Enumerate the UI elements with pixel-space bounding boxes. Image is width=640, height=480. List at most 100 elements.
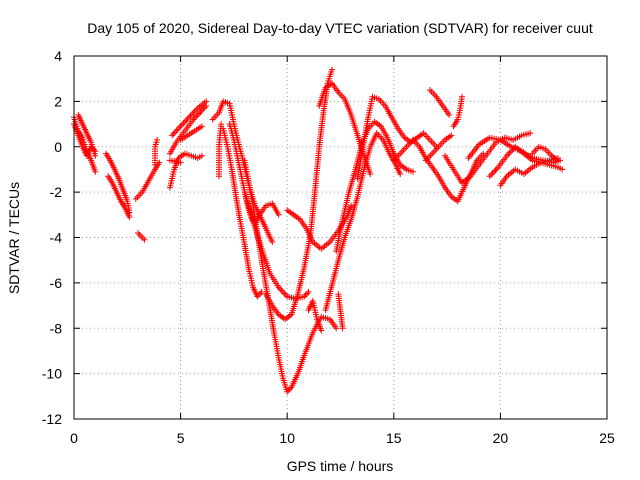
data-point [448,132,455,139]
data-point [281,290,288,297]
data-point [198,152,205,159]
track-segment [422,132,455,164]
data-point [154,136,161,143]
y-tick-label: -4 [50,230,63,246]
data-point [339,325,346,332]
track-segment [169,98,210,139]
data-point [169,132,176,139]
track-segment [442,130,534,186]
y-tick-label: 2 [54,93,62,109]
track-segment [335,291,346,332]
x-tick-label: 20 [493,430,509,446]
data-point [446,112,453,118]
data-point [527,130,534,137]
data-point [305,288,312,295]
data-point [333,325,340,332]
track-segment [497,159,566,189]
data-points [71,66,566,395]
data-point [492,167,499,174]
track-segment [166,157,184,166]
data-point [171,129,178,136]
data-point [92,168,99,175]
track-segment [166,102,210,157]
track-segment [135,230,148,243]
data-point [183,117,190,124]
track-segment [262,66,335,323]
data-point [198,123,205,130]
data-point [179,121,185,128]
y-tick-label: -12 [42,411,62,427]
data-point [258,288,265,295]
data-point [459,93,465,100]
x-tick-label: 25 [599,430,615,446]
x-tick-labels: 0 5 10 15 20 25 [70,430,615,446]
track-segment [75,112,99,159]
y-tick-label: -10 [42,366,62,382]
data-point [489,170,496,177]
track-segment [529,143,561,164]
chart-title: Day 105 of 2020, Sidereal Day-to-day VTE… [87,20,593,36]
y-tick-label: 0 [54,139,62,155]
series [71,66,566,395]
x-tick-label: 5 [177,430,185,446]
grid [74,56,607,419]
data-point [269,239,276,245]
y-tick-label: 4 [54,48,62,64]
data-point [173,127,180,134]
data-point [493,165,500,172]
track-segment [316,80,374,177]
y-tick-label: -6 [50,275,63,291]
data-point [488,171,495,178]
data-point [275,211,282,218]
data-point [367,171,374,177]
x-axis-label: GPS time / hours [287,458,394,474]
data-point [181,118,188,125]
track-segment [241,157,340,395]
track-segment [427,87,453,118]
track-segment [177,123,205,143]
data-point [218,121,225,128]
track-segment [450,93,465,130]
data-point [126,214,133,221]
y-tick-labels: -12 -10 -8 -6 -4 -2 0 2 4 [42,48,62,427]
track-segment [284,202,355,252]
track-segment [216,121,225,180]
axis-ticks [73,55,608,420]
data-point [170,130,177,137]
data-point [318,327,325,334]
track-segment [305,298,325,334]
data-point [329,66,335,73]
data-point [506,149,513,156]
track-segment [166,150,205,191]
data-point [92,152,99,159]
data-point [203,98,210,105]
y-axis-label: SDTVAR / TECUs [6,182,22,294]
track-segment [241,189,312,302]
plot-frame [73,55,608,420]
data-point [176,124,183,131]
data-point [486,173,493,180]
track-segment [105,173,133,221]
data-point [177,123,184,130]
track-segment [390,136,487,205]
track-segment [333,118,416,255]
data-point [555,157,561,164]
data-point [177,159,184,166]
data-point [141,236,148,243]
y-tick-label: -2 [50,184,63,200]
y-tick-label: -8 [50,320,63,336]
data-point [491,168,497,175]
data-point [348,202,355,209]
x-tick-label: 10 [279,430,295,446]
track-segment [132,159,163,202]
track-segment [152,136,161,168]
track-segment [220,125,265,300]
x-tick-label: 0 [70,430,78,446]
data-point [180,120,187,127]
data-point [559,166,566,173]
data-point [505,151,512,158]
data-point [397,171,404,177]
data-point [410,168,416,175]
track-segment [103,150,133,216]
